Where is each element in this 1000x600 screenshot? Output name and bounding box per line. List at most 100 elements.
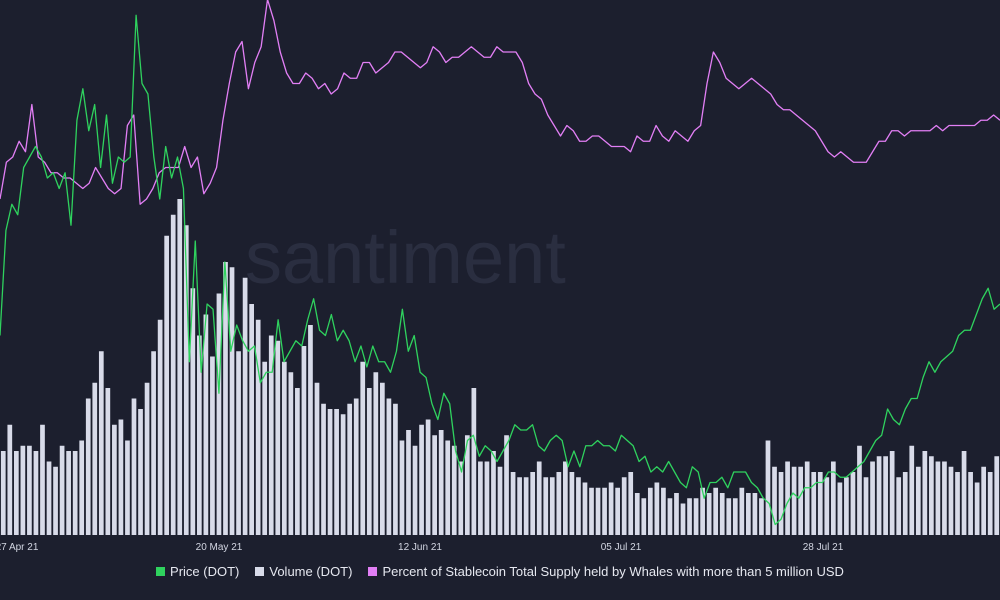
volume-bar bbox=[484, 461, 490, 535]
volume-bar bbox=[249, 304, 254, 535]
volume-bar bbox=[739, 487, 745, 535]
legend-item-price[interactable]: Price (DOT) bbox=[156, 564, 239, 579]
volume-bar bbox=[824, 477, 830, 535]
volume-bar bbox=[406, 430, 411, 535]
volume-bar bbox=[615, 487, 620, 535]
volume-bar bbox=[974, 482, 980, 535]
volume-bar bbox=[366, 388, 372, 535]
volume-bar bbox=[987, 472, 993, 535]
volume-bar bbox=[138, 409, 143, 535]
volume-bar bbox=[353, 398, 359, 535]
volume-bar bbox=[654, 482, 660, 535]
price-swatch-icon bbox=[156, 567, 166, 576]
volume-bar bbox=[817, 472, 823, 535]
volume-bar bbox=[79, 440, 85, 535]
x-tick-label: 12 Jun 21 bbox=[398, 542, 442, 553]
x-tick-label: 20 May 21 bbox=[196, 542, 243, 553]
volume-bar bbox=[536, 461, 542, 535]
volume-bar bbox=[935, 461, 941, 535]
volume-bar bbox=[850, 472, 856, 535]
volume-bar bbox=[870, 461, 875, 535]
volume-bar bbox=[549, 477, 555, 535]
volume-bar bbox=[759, 498, 764, 535]
x-tick-label: 27 Apr 21 bbox=[0, 542, 39, 553]
volume-bar bbox=[576, 477, 581, 535]
price-line bbox=[0, 14, 1000, 526]
volume-bar bbox=[386, 398, 392, 535]
volume-bar bbox=[380, 382, 385, 535]
volume-bar bbox=[471, 388, 477, 535]
volume-bar bbox=[262, 361, 268, 535]
volume-bar bbox=[373, 372, 379, 535]
volume-bar bbox=[314, 382, 320, 535]
volume-bar bbox=[752, 493, 758, 535]
volume-bar bbox=[556, 472, 562, 535]
volume-bar bbox=[236, 351, 241, 535]
volume-bar bbox=[915, 466, 921, 535]
volume-bar bbox=[327, 409, 333, 535]
volume-bar bbox=[7, 424, 13, 535]
volume-bar bbox=[791, 466, 797, 535]
volume-bar bbox=[713, 487, 719, 535]
volume-bar bbox=[700, 487, 705, 535]
volume-bar bbox=[628, 472, 634, 535]
volume-bar bbox=[301, 346, 307, 535]
volume-bar bbox=[804, 461, 810, 535]
volume-bar bbox=[190, 288, 196, 535]
volume-bar bbox=[883, 456, 888, 535]
x-tick-label: 05 Jul 21 bbox=[601, 542, 642, 553]
volume-bar bbox=[399, 440, 405, 535]
volume-bar bbox=[183, 225, 189, 535]
volume-bar bbox=[223, 262, 228, 535]
volume-bar bbox=[275, 340, 281, 535]
volume-bar bbox=[478, 461, 483, 535]
volume-bar bbox=[896, 477, 902, 535]
x-tick-label: 28 Jul 21 bbox=[803, 542, 844, 553]
volume-bar bbox=[242, 277, 248, 535]
volume-bar bbox=[942, 461, 947, 535]
legend-label-stablecoin: Percent of Stablecoin Total Supply held … bbox=[382, 564, 844, 579]
volume-bar bbox=[98, 351, 104, 535]
volume-bar bbox=[647, 487, 653, 535]
volume-bar bbox=[497, 466, 503, 535]
volume-bar bbox=[830, 461, 836, 535]
volume-bar bbox=[563, 461, 568, 535]
volume-bar bbox=[772, 466, 777, 535]
volume-bar bbox=[981, 466, 987, 535]
volume-bar bbox=[170, 214, 176, 535]
volume-bar bbox=[112, 424, 117, 535]
volume-bar bbox=[589, 487, 594, 535]
legend-item-stablecoin[interactable]: Percent of Stablecoin Total Supply held … bbox=[368, 564, 844, 579]
volume-bar bbox=[347, 403, 353, 535]
volume-bar bbox=[85, 398, 91, 535]
volume-bar bbox=[811, 472, 817, 535]
volume-bar bbox=[889, 451, 895, 535]
volume-bar bbox=[438, 430, 444, 535]
volume-bar bbox=[229, 267, 235, 535]
volume-bar bbox=[268, 335, 274, 535]
volume-bar bbox=[40, 424, 45, 535]
volume-bar bbox=[693, 498, 699, 535]
volume-bar bbox=[20, 445, 26, 535]
volume-bar bbox=[151, 351, 156, 535]
volume-bars bbox=[0, 199, 1000, 535]
volume-bar bbox=[203, 314, 209, 535]
volume-bar bbox=[857, 445, 862, 535]
volume-bar bbox=[902, 472, 908, 535]
volume-bar bbox=[778, 472, 784, 535]
volume-bar bbox=[929, 456, 934, 535]
volume-bar bbox=[706, 493, 712, 535]
volume-bar bbox=[543, 477, 549, 535]
legend-item-volume[interactable]: Volume (DOT) bbox=[255, 564, 352, 579]
volume-bar bbox=[177, 199, 183, 535]
volume-bar bbox=[281, 361, 287, 535]
volume-bar bbox=[412, 445, 418, 535]
volume-bar bbox=[719, 493, 725, 535]
volume-bar bbox=[621, 477, 627, 535]
legend-label-volume: Volume (DOT) bbox=[269, 564, 353, 579]
volume-bar bbox=[726, 498, 732, 535]
volume-bar bbox=[13, 451, 19, 535]
volume-bar bbox=[0, 451, 6, 535]
volume-bar bbox=[216, 293, 222, 535]
